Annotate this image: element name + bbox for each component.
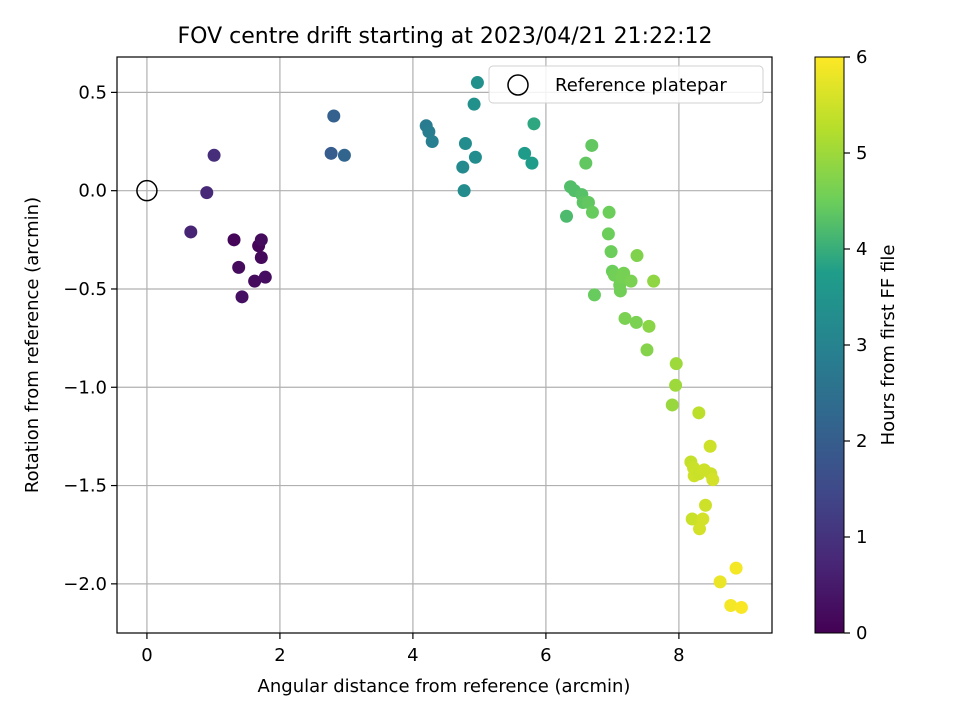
data-point: [706, 473, 720, 487]
data-point: [560, 209, 574, 223]
data-point: [254, 233, 268, 247]
data-point: [585, 138, 599, 152]
data-point: [618, 311, 632, 325]
x-tick-label: 0: [141, 645, 152, 666]
data-point: [647, 274, 661, 288]
x-axis-label: Angular distance from reference (arcmin): [258, 676, 631, 697]
plot-area: [117, 57, 772, 633]
colorbar-tick-label: 6: [856, 47, 867, 68]
data-point: [235, 290, 249, 304]
data-point: [232, 260, 246, 274]
colorbar-tick-label: 2: [856, 431, 867, 452]
data-point: [579, 156, 593, 170]
data-point: [729, 561, 743, 575]
data-point: [468, 150, 482, 164]
legend-box: [488, 65, 764, 104]
data-point: [692, 406, 706, 420]
data-point: [527, 117, 541, 131]
x-tick-label: 2: [274, 645, 285, 666]
data-points: [184, 76, 748, 614]
data-point: [734, 600, 748, 614]
data-point: [337, 148, 351, 162]
x-tick-label: 6: [540, 645, 551, 666]
data-point: [581, 195, 595, 209]
legend-label: Reference platepar: [555, 75, 727, 96]
data-point: [642, 319, 656, 333]
grid-lines: [117, 57, 772, 633]
data-point: [630, 249, 644, 263]
data-point: [669, 357, 683, 371]
y-tick-label: −2.0: [63, 574, 107, 595]
data-point: [456, 160, 470, 174]
data-point: [327, 109, 341, 123]
data-point: [518, 146, 532, 160]
colorbar: [814, 56, 845, 634]
data-point: [227, 233, 241, 247]
colorbar-tick-label: 1: [856, 527, 867, 548]
x-tick-label: 8: [673, 645, 684, 666]
colorbar-label: Hours from first FF file: [878, 245, 899, 446]
data-point: [254, 251, 268, 265]
y-tick-label: −1.0: [63, 377, 107, 398]
data-point: [703, 439, 717, 453]
data-point: [699, 498, 713, 512]
colorbar-tick-label: 3: [856, 335, 867, 356]
colorbar-tick-label: 4: [856, 239, 867, 260]
data-point: [613, 284, 627, 298]
data-point: [470, 76, 484, 90]
reference-platepar-marker: [136, 179, 158, 202]
y-tick-label: −0.5: [63, 279, 107, 300]
y-axis-ticks: 0.5 0.0 −0.5 −1.0 −1.5 −2.0: [63, 82, 117, 595]
y-axis-label: Rotation from reference (arcmin): [22, 197, 43, 493]
data-point: [685, 512, 699, 526]
data-point: [422, 125, 436, 139]
data-point: [324, 146, 338, 160]
data-point: [696, 512, 710, 526]
colorbar-ticks: 0 1 2 3 4 5 6: [844, 47, 867, 644]
data-point: [724, 598, 738, 612]
data-point: [207, 148, 221, 162]
data-point: [258, 270, 272, 284]
data-point: [665, 398, 679, 412]
y-tick-label: 0.0: [78, 181, 107, 202]
x-axis-ticks: 0 2 4 6 8: [141, 633, 685, 666]
data-point: [200, 186, 214, 200]
data-point: [248, 274, 262, 288]
data-point: [457, 184, 471, 198]
data-point: [184, 225, 198, 239]
data-point: [525, 156, 539, 170]
x-tick-label: 4: [407, 645, 418, 666]
data-point: [601, 227, 615, 241]
data-point: [425, 135, 439, 149]
data-point: [587, 288, 601, 302]
data-point: [693, 522, 707, 536]
data-point: [467, 97, 481, 111]
data-point: [602, 205, 616, 219]
data-point: [713, 575, 727, 589]
data-point: [585, 205, 599, 219]
colorbar-tick-label: 5: [856, 143, 867, 164]
plot-frame: [116, 56, 773, 634]
reference-marker-group: [136, 179, 158, 202]
data-point: [640, 343, 654, 357]
data-point: [624, 274, 638, 288]
y-tick-label: 0.5: [78, 82, 107, 103]
data-point: [669, 378, 683, 392]
colorbar-tick-label: 0: [856, 623, 867, 644]
chart-title: FOV centre drift starting at 2023/04/21 …: [178, 24, 713, 49]
data-point: [458, 136, 472, 150]
y-tick-label: −1.5: [63, 476, 107, 497]
legend: Reference platepar: [488, 65, 764, 104]
data-point: [604, 245, 618, 259]
legend-reference-marker: [507, 74, 529, 96]
data-point: [629, 315, 643, 329]
